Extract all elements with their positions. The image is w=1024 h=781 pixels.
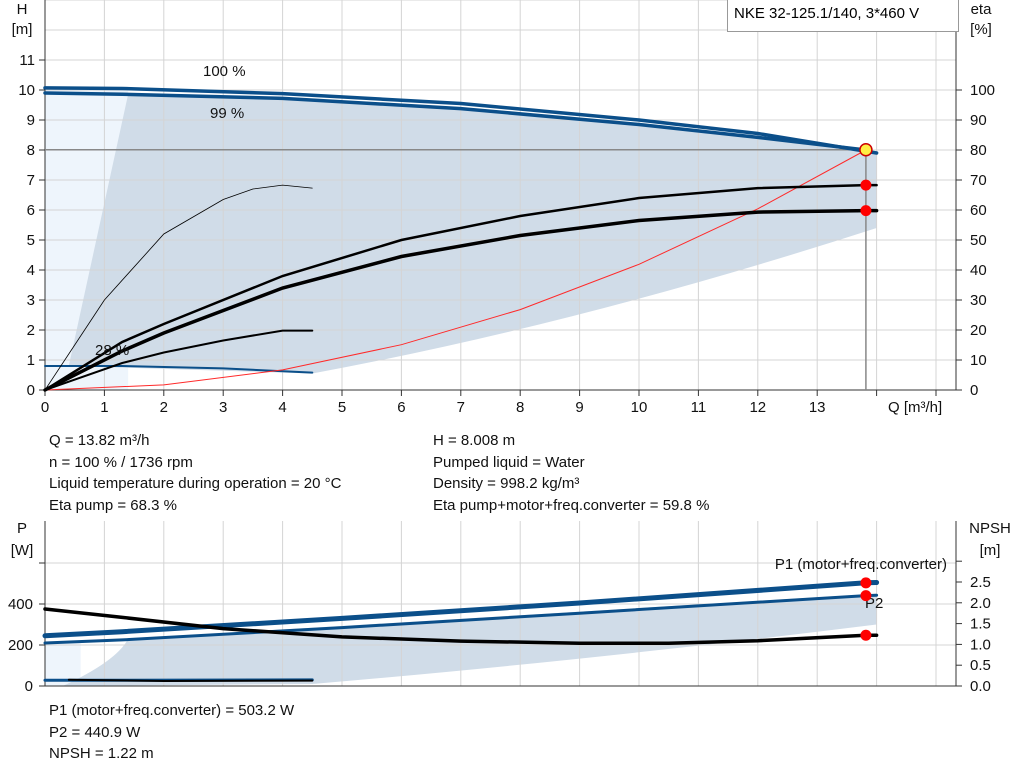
duty-marker-eta-pump [860, 179, 872, 191]
eta-tick-label: 20 [970, 322, 987, 339]
curve-label: 99 % [210, 105, 244, 122]
npsh-tick-label: 1.5 [970, 616, 991, 633]
y-tick-label: 1 [27, 352, 35, 369]
eta-axis-label: eta [971, 1, 993, 18]
result-npsh: NPSH = 1.22 m [49, 745, 154, 762]
x-tick-label: 4 [278, 399, 286, 416]
result-p1: P1 (motor+freq.converter) = 503.2 W [49, 702, 295, 719]
npsh-tick-label: 1.0 [970, 636, 991, 653]
curve-qh-1 [43, 91, 868, 152]
p1-curve-label: P1 (motor+freq.converter) [775, 556, 947, 573]
curve-eta-hair-6 [44, 184, 313, 391]
power-tick-label: 0 [25, 678, 33, 695]
power-tick-label: 200 [8, 637, 33, 654]
curve-npsh-low-4 [67, 678, 314, 683]
result-p2: P2 = 440.9 W [49, 723, 141, 741]
x-tick-label: 8 [516, 399, 524, 416]
x-tick-label: 13 [809, 399, 826, 416]
operating-area [68, 94, 877, 374]
eta-tick-label: 90 [970, 112, 987, 129]
x-tick-label: 2 [160, 399, 168, 416]
curve-eta-thick-5 [43, 208, 879, 392]
x-tick-label: 0 [41, 399, 49, 416]
x-tick-label: 1 [100, 399, 108, 416]
y-tick-label: 3 [27, 292, 35, 309]
x-tick-label: 5 [338, 399, 346, 416]
x-axis-label: Q [m³/h] [888, 399, 942, 416]
y-tick-label: 0 [27, 382, 35, 399]
y-axis-label: H [17, 1, 28, 18]
npsh-tick-label: 2.5 [970, 574, 991, 591]
curve-qh-0 [43, 86, 879, 155]
eta-tick-label: 30 [970, 292, 987, 309]
duty-marker-p1 [860, 577, 872, 589]
y-tick-label: 4 [27, 262, 35, 279]
duty-point-marker [859, 143, 873, 157]
npsh-axis-label: NPSH [969, 520, 1011, 537]
eta-tick-label: 100 [970, 82, 995, 99]
power-axis-unit: [W] [11, 542, 34, 559]
eta-tick-label: 70 [970, 172, 987, 189]
npsh-tick-label: 0.5 [970, 657, 991, 674]
y-tick-label: 10 [18, 82, 35, 99]
result-head: H = 8.008 m [433, 432, 516, 449]
curve-eta-thin-7 [44, 329, 314, 391]
results-left: Q = 13.82 m³/h n = 100 % / 1736 rpm Liqu… [49, 430, 341, 516]
result-flow: Q = 13.82 m³/h [49, 432, 150, 449]
x-tick-label: 3 [219, 399, 227, 416]
y-tick-label: 8 [27, 142, 35, 159]
title-box: NKE 32-125.1/140, 3*460 V [727, 0, 959, 32]
curve-label: 100 % [203, 63, 246, 80]
eta-axis-unit: [%] [970, 21, 992, 38]
eta-tick-label: 10 [970, 352, 987, 369]
x-tick-label: 9 [575, 399, 583, 416]
duty-marker-eta-total [860, 205, 872, 217]
duty-marker-p2 [860, 590, 872, 602]
power-axis-label: P [17, 520, 27, 537]
x-tick-label: 6 [397, 399, 405, 416]
y-tick-label: 9 [27, 112, 35, 129]
duty-marker-npsh [860, 629, 872, 641]
result-liquid: Pumped liquid = Water [433, 453, 585, 471]
x-tick-label: 11 [691, 399, 707, 416]
eta-tick-label: 0 [970, 382, 978, 399]
eta-tick-label: 80 [970, 142, 987, 159]
power-tick-label: 400 [8, 596, 33, 613]
eta-tick-label: 60 [970, 202, 987, 219]
x-tick-label: 7 [457, 399, 465, 416]
curve-eta-4 [43, 183, 878, 392]
curve-label: 28 % [95, 342, 129, 359]
npsh-axis-unit: [m] [980, 542, 1001, 559]
eta-tick-label: 50 [970, 232, 987, 249]
y-tick-label: 2 [27, 322, 35, 339]
npsh-tick-label: 2.0 [970, 595, 991, 612]
npsh-tick-label: 0.0 [970, 678, 991, 695]
y-tick-label: 6 [27, 202, 35, 219]
result-density: Density = 998.2 kg/m³ [433, 475, 580, 492]
y-tick-label: 5 [27, 232, 35, 249]
x-tick-label: 12 [749, 399, 766, 416]
y-axis-unit: [m] [12, 21, 33, 38]
y-tick-label: 11 [19, 52, 35, 69]
result-temperature: Liquid temperature during operation = 20… [49, 475, 342, 492]
result-eta-pump: Eta pump = 68.3 % [49, 496, 177, 514]
eta-tick-label: 40 [970, 262, 987, 279]
result-eta-total: Eta pump+motor+freq.converter = 59.8 % [433, 496, 710, 514]
x-tick-label: 10 [631, 399, 648, 416]
result-speed: n = 100 % / 1736 rpm [49, 453, 193, 471]
results-power: P1 (motor+freq.converter) = 503.2 W P2 =… [49, 700, 294, 765]
curve-system-3 [44, 149, 867, 391]
results-right: H = 8.008 m Pumped liquid = Water Densit… [433, 430, 709, 516]
y-tick-label: 7 [27, 172, 35, 189]
curve-npsh-2 [43, 607, 879, 645]
